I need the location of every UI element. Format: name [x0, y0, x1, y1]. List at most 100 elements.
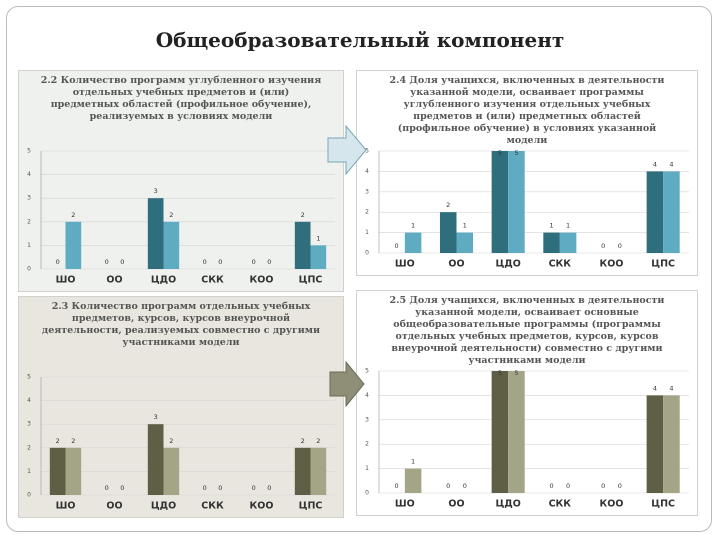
y-tick-label: 4	[27, 397, 31, 404]
bar	[491, 371, 509, 493]
data-label: 0	[463, 482, 467, 490]
data-label: 5	[498, 369, 502, 377]
x-tick-label: ШО	[395, 259, 415, 270]
data-label: 0	[267, 258, 271, 266]
chart-panel: 2.5 Доля учащихся, включенных в деятельн…	[356, 290, 698, 516]
x-tick-label: ЦДО	[151, 501, 176, 512]
bar	[147, 198, 164, 269]
bar	[456, 232, 474, 253]
data-label: 1	[411, 222, 415, 230]
bar	[508, 371, 525, 493]
data-label: 2	[169, 437, 173, 445]
y-tick-label: 5	[365, 148, 369, 155]
bar	[49, 447, 66, 495]
chart: 0 1 2 3 4 5 ШО 0 2 ОО 0 0 ЦДО 3 2 СКК 0 0 КОО 0 0 ЦПС 2 1	[27, 148, 335, 286]
data-label: 0	[549, 482, 553, 490]
bar	[147, 424, 164, 495]
data-label: 1	[566, 222, 570, 230]
x-tick-label: ЦДО	[151, 275, 176, 286]
chart-title: 2.3 Количество программ отдельных учебны…	[41, 301, 321, 348]
x-tick-label: ЦДО	[495, 499, 520, 510]
data-label: 2	[316, 437, 320, 445]
data-label: 0	[252, 258, 256, 266]
x-tick-label: ОО	[448, 259, 464, 270]
data-label: 2	[301, 437, 305, 445]
bar	[310, 447, 327, 495]
bar	[294, 447, 311, 495]
chart-title: 2.5 Доля учащихся, включенных в деятельн…	[389, 295, 665, 365]
data-label: 5	[514, 369, 518, 377]
x-tick-label: КОО	[600, 499, 624, 510]
data-label: 0	[218, 258, 222, 266]
x-tick-label: ОО	[106, 275, 122, 286]
x-tick-label: ШО	[395, 499, 415, 510]
data-label: 0	[566, 482, 570, 490]
bar	[163, 221, 180, 269]
data-label: 0	[203, 258, 207, 266]
y-tick-label: 4	[365, 168, 369, 175]
data-label: 1	[316, 234, 320, 242]
x-tick-label: КОО	[600, 259, 624, 270]
x-tick-label: ШО	[56, 501, 76, 512]
y-tick-label: 2	[27, 444, 31, 451]
data-label: 3	[154, 413, 158, 421]
y-tick-label: 0	[365, 490, 369, 497]
bar	[646, 395, 664, 493]
x-tick-label: СКК	[201, 501, 224, 512]
chart-panel: 2.4 Доля учащихся, включенных в деятельн…	[356, 70, 698, 276]
data-label: 4	[653, 384, 657, 392]
data-label: 0	[105, 484, 109, 492]
x-tick-label: ЦПС	[651, 259, 675, 270]
data-label: 4	[653, 160, 657, 168]
x-tick-label: КОО	[250, 275, 274, 286]
data-label: 0	[56, 258, 60, 266]
y-tick-label: 0	[365, 250, 369, 257]
data-label: 2	[169, 211, 173, 219]
data-label: 0	[105, 258, 109, 266]
y-tick-label: 2	[27, 218, 31, 225]
y-tick-label: 3	[365, 416, 369, 423]
y-tick-label: 5	[365, 368, 369, 375]
data-label: 0	[218, 484, 222, 492]
data-label: 1	[463, 222, 467, 230]
data-label: 1	[411, 458, 415, 466]
y-tick-label: 2	[365, 209, 369, 216]
y-tick-label: 1	[365, 465, 369, 472]
y-tick-label: 1	[27, 242, 31, 249]
x-tick-label: СКК	[549, 499, 572, 510]
data-label: 1	[549, 222, 553, 230]
y-tick-label: 4	[27, 171, 31, 178]
y-tick-label: 0	[27, 266, 31, 273]
chart: 0 1 2 3 4 5 ШО 2 2 ОО 0 0 ЦДО 3 2 СКК 0 0 КОО 0 0 ЦПС 2 2	[27, 374, 335, 512]
x-tick-label: ЦПС	[651, 499, 675, 510]
data-label: 2	[71, 211, 75, 219]
data-label: 0	[252, 484, 256, 492]
data-label: 0	[120, 258, 124, 266]
frame	[6, 6, 712, 532]
data-label: 2	[71, 437, 75, 445]
bar	[404, 468, 422, 493]
x-tick-label: ЦПС	[299, 275, 323, 286]
data-label: 0	[618, 242, 622, 250]
bar	[646, 171, 664, 253]
bar	[439, 212, 457, 253]
bar	[163, 447, 180, 495]
data-label: 4	[669, 384, 673, 392]
x-tick-label: КОО	[250, 501, 274, 512]
y-tick-label: 4	[365, 392, 369, 399]
x-tick-label: СКК	[549, 259, 572, 270]
x-tick-label: ШО	[56, 275, 76, 286]
chart-panel: 2.2 Количество программ углубленного изу…	[18, 70, 344, 292]
data-label: 5	[514, 149, 518, 157]
bar	[508, 151, 525, 253]
x-tick-label: ОО	[106, 501, 122, 512]
data-label: 2	[446, 201, 450, 209]
data-label: 0	[394, 482, 398, 490]
y-tick-label: 2	[365, 441, 369, 448]
bar	[65, 447, 82, 495]
data-label: 0	[446, 482, 450, 490]
y-tick-label: 5	[27, 148, 31, 155]
chart: 0 1 2 3 4 5 ШО 0 1 ОО 2 1 ЦДО 5 5 СКК 1 1 КОО 0 0 ЦПС 4 4	[365, 148, 689, 270]
y-tick-label: 3	[365, 188, 369, 195]
bar	[404, 232, 422, 253]
